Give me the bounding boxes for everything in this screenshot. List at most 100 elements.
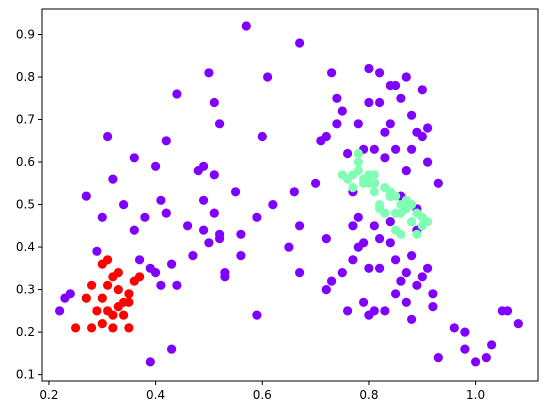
data-point <box>81 191 91 201</box>
data-point <box>481 353 491 363</box>
data-point <box>71 323 81 333</box>
data-point <box>359 297 369 307</box>
data-point <box>449 323 459 333</box>
data-point <box>65 289 75 299</box>
data-point <box>428 289 438 299</box>
points-layer <box>55 21 523 367</box>
data-point <box>407 314 417 324</box>
data-point <box>129 153 139 163</box>
data-point <box>284 242 294 252</box>
data-point <box>407 251 417 261</box>
data-point <box>487 340 497 350</box>
y-tick-label: 0.5 <box>16 198 35 212</box>
data-point <box>391 255 401 265</box>
data-point <box>391 289 401 299</box>
data-point <box>385 217 395 227</box>
series-1 <box>71 255 145 333</box>
y-tick-label: 0.3 <box>16 283 35 297</box>
data-point <box>380 153 390 163</box>
x-tick-label: 0.2 <box>39 388 58 402</box>
data-point <box>327 68 337 78</box>
data-point <box>103 255 113 265</box>
data-point <box>348 255 358 265</box>
data-point <box>151 268 161 278</box>
data-point <box>407 200 417 210</box>
data-point <box>380 306 390 316</box>
data-point <box>263 72 273 82</box>
data-point <box>428 302 438 312</box>
series-2 <box>337 148 433 239</box>
data-point <box>353 119 363 129</box>
data-point <box>204 238 214 248</box>
data-point <box>156 195 166 205</box>
data-point <box>375 234 385 244</box>
plot-frame <box>41 8 539 382</box>
data-point <box>87 323 97 333</box>
data-point <box>391 144 401 154</box>
data-point <box>460 344 470 354</box>
data-point <box>332 93 342 103</box>
data-point <box>183 221 193 231</box>
data-point <box>135 255 145 265</box>
data-point <box>140 212 150 222</box>
data-point <box>412 229 422 239</box>
data-point <box>391 191 401 201</box>
data-point <box>369 187 379 197</box>
data-point <box>241 21 251 31</box>
data-point <box>369 170 379 180</box>
data-point <box>407 217 417 227</box>
data-point <box>433 178 443 188</box>
data-point <box>231 187 241 197</box>
data-point <box>380 208 390 218</box>
data-point <box>337 268 347 278</box>
x-axis: 0.2 0.4 0.6 0.8 1.0 <box>39 381 485 402</box>
data-point <box>417 85 427 95</box>
data-point <box>108 174 118 184</box>
data-point <box>460 327 470 337</box>
y-tick-label: 0.9 <box>16 28 35 42</box>
data-point <box>353 212 363 222</box>
data-point <box>124 289 134 299</box>
data-point <box>161 136 171 146</box>
data-point <box>204 68 214 78</box>
data-point <box>172 280 182 290</box>
data-point <box>236 251 246 261</box>
data-point <box>369 178 379 188</box>
data-point <box>209 97 219 108</box>
data-point <box>417 131 427 142</box>
data-point <box>113 285 123 295</box>
data-point <box>252 212 262 222</box>
data-point <box>401 166 411 176</box>
x-tick-label: 1.0 <box>466 388 485 402</box>
data-point <box>103 280 113 290</box>
data-point <box>92 246 102 256</box>
data-point <box>215 119 225 129</box>
data-point <box>364 63 374 74</box>
data-point <box>167 344 177 354</box>
data-point <box>124 297 134 307</box>
x-tick-label: 0.6 <box>253 388 272 402</box>
data-point <box>55 306 65 316</box>
y-tick-label: 0.6 <box>16 155 35 169</box>
data-point <box>156 280 166 290</box>
data-point <box>188 251 198 261</box>
data-point <box>401 268 411 278</box>
data-point <box>321 234 331 244</box>
data-point <box>119 200 129 210</box>
data-point <box>209 170 219 180</box>
data-point <box>385 238 395 248</box>
data-point <box>113 268 123 278</box>
data-point <box>417 272 427 282</box>
data-point <box>92 306 102 316</box>
data-point <box>327 276 337 286</box>
x-tick-label: 0.4 <box>146 388 165 402</box>
data-point <box>407 144 417 154</box>
data-point <box>199 195 209 205</box>
data-point <box>375 97 385 108</box>
data-point <box>503 306 513 316</box>
data-point <box>108 323 118 333</box>
data-point <box>471 357 481 367</box>
data-point <box>172 89 182 99</box>
data-point <box>348 221 358 231</box>
data-point <box>391 80 401 91</box>
